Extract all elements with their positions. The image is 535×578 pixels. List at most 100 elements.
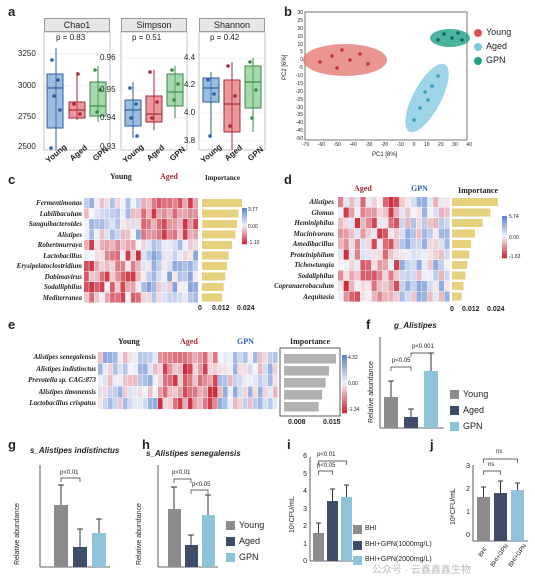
- panel-c-heat-cell: [141, 229, 146, 240]
- panel-c-heat-cell: [193, 271, 198, 282]
- panel-i-ytick: 4: [303, 488, 307, 495]
- panel-d-heat-cell: [388, 218, 394, 229]
- panel-d-heat-cell: [444, 239, 450, 250]
- pcoa-ytick: -5: [298, 65, 303, 72]
- panel-e-importance-bar: [284, 354, 336, 364]
- panel-d-heat-cell: [354, 270, 360, 281]
- panel-d-heat-cell: [343, 207, 349, 218]
- panel-c-heat-cell: [167, 250, 172, 261]
- panel-d-heat-cell: [422, 281, 428, 292]
- panel-c-heat-cell: [110, 250, 115, 261]
- panel-e-heat-cell: [243, 375, 248, 387]
- panel-d-heat-cell: [382, 197, 388, 208]
- panel-c-heat-cell: [89, 292, 94, 303]
- panel-d-heat-cell: [338, 239, 344, 250]
- panel-d-heat-cell: [427, 228, 433, 239]
- panel-c-colorbar-step: [242, 236, 247, 239]
- panel-d-colorbar-step: [502, 234, 507, 238]
- panel-e-heat-cell: [158, 398, 163, 410]
- panel-d-heat-cell: [388, 260, 394, 271]
- panel-c-heat-cell: [104, 282, 110, 293]
- panel-e-heat-cell: [133, 386, 138, 398]
- panel-c-header-aged: Aged: [160, 172, 178, 181]
- panel-c-heat-cell: [120, 292, 126, 303]
- simpson-box-aged: [145, 70, 163, 130]
- panel-c-heat-cell: [151, 271, 157, 282]
- panel-d-scale-mid: 0.00: [509, 235, 519, 241]
- panel-b: Young Aged GPN PC1 [8%] PC2 [6%] -70 -60-…: [280, 0, 535, 170]
- panel-d-heat-cell: [438, 239, 444, 250]
- panel-c-heat-cell: [130, 219, 136, 230]
- panel-c-heat-cell: [188, 271, 193, 282]
- panel-d-heat-cell: [433, 281, 439, 292]
- panel-d-heat-cell: [382, 207, 388, 218]
- simpson-box-gpn: [166, 66, 184, 118]
- panel-h-sig-0: p<0.01: [172, 470, 191, 476]
- panel-d-heat-cell: [438, 228, 444, 239]
- panel-d-heat-cell: [382, 291, 388, 302]
- panel-d-heat-cell: [416, 228, 422, 239]
- panel-e-heat-cell: [128, 386, 133, 398]
- panel-c-heat-cell: [94, 250, 100, 261]
- panel-h: s_Alistipes senegalensis Relative abunda…: [136, 437, 287, 578]
- panel-d-heat-cell: [399, 239, 405, 250]
- panel-c-heat-cell: [177, 240, 183, 251]
- panel-c-heat-cell: [120, 208, 126, 219]
- legend-young-dot: [474, 29, 482, 37]
- panel-e-heat-cell: [228, 363, 233, 375]
- pcoa-legend-gpn: GPN: [486, 55, 506, 65]
- panel-d-heat-cell: [433, 218, 439, 229]
- panel-d-heat-cell: [349, 239, 355, 250]
- panel-c-heat-cell: [182, 292, 188, 303]
- panel-e-heat-cell: [98, 363, 103, 375]
- panel-c-heat-cell: [193, 208, 198, 219]
- panel-c-colorbar-step: [242, 231, 247, 234]
- panel-d-heat-cell: [416, 218, 422, 229]
- panel-e-heat-cell: [128, 398, 133, 410]
- panel-c-heat-cell: [110, 198, 115, 209]
- panel-d-heat-cell: [444, 197, 450, 208]
- panel-d-heat-cell: [438, 207, 444, 218]
- panel-c-heat-cell: [156, 282, 162, 293]
- panel-e-heat-cell: [98, 352, 103, 364]
- panel-d-heat-cell: [338, 281, 344, 292]
- panel-h-legend-gpn: GPN: [239, 552, 259, 562]
- pcoa-ytick: 5: [300, 49, 303, 56]
- panel-c-heat-cell: [89, 282, 94, 293]
- panel-d-heat-cell: [394, 228, 400, 239]
- panel-c-heat-cell: [99, 282, 105, 293]
- panel-e-heat-cell: [198, 363, 203, 375]
- panel-d-heat-cell: [366, 207, 372, 218]
- panel-c-heat-cell: [146, 282, 152, 293]
- panel-j-sig-1: ns: [488, 462, 495, 468]
- f-legend-young: [450, 390, 459, 399]
- panel-d-scale-top: 5.74: [509, 214, 519, 220]
- panel-e-heat-cell: [168, 398, 173, 410]
- panel-e-heat-cell: [143, 352, 148, 364]
- panel-c-heat-cell: [99, 219, 105, 230]
- panel-e-heat-cell: [168, 375, 173, 387]
- panel-j-svg: [472, 458, 528, 542]
- panel-f-legend-young: Young: [463, 389, 489, 399]
- panel-e-heatmap: [98, 347, 347, 417]
- panel-e-rowlabel: Prevotella sp. CAG:873: [28, 376, 96, 384]
- panel-h-legend-young: Young: [239, 520, 265, 530]
- panel-e-heat-cell: [143, 375, 148, 387]
- panel-c-colorbar-step: [242, 235, 247, 238]
- panel-d-rowlabel: Tichowtungia: [294, 261, 334, 269]
- panel-e-heat-cell: [158, 386, 163, 398]
- panel-c-heat-cell: [94, 219, 100, 230]
- panel-d-heat-cell: [433, 291, 439, 302]
- panel-d-heat-cell: [416, 281, 422, 292]
- panel-c-importance-bar: [202, 272, 226, 281]
- panel-j-ytick: 2: [466, 486, 470, 493]
- panel-e-heat-cell: [118, 375, 123, 387]
- panel-e-heat-cell: [128, 363, 133, 375]
- panel-d-heat-cell: [354, 228, 360, 239]
- panel-d-heat-cell: [338, 291, 344, 302]
- panel-d-heat-cell: [377, 260, 383, 271]
- panel-d-colorbar-step: [502, 243, 507, 246]
- panel-d-rowlabel: Amedibacillus: [292, 240, 334, 248]
- panel-e-heat-cell: [248, 386, 253, 398]
- panel-e-colorbar-step: [342, 398, 347, 402]
